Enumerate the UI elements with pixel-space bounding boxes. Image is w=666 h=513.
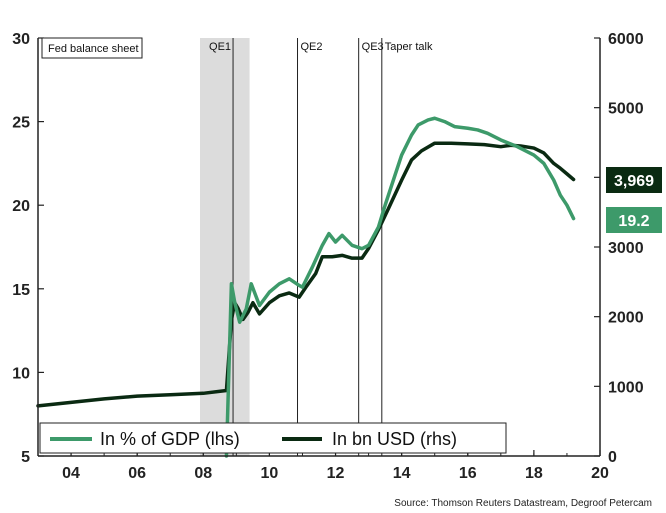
legend: In % of GDP (lhs) In bn USD (rhs) [39, 422, 507, 454]
event-label-0: QE1 [209, 41, 231, 53]
x-tick-label-4: 12 [327, 465, 345, 482]
legend-label-gdp: In % of GDP (lhs) [100, 429, 240, 449]
event-label-3: Taper talk [385, 41, 433, 53]
left-tick-label-3: 15 [12, 282, 30, 299]
right-tick-label-6: 0 [608, 449, 617, 466]
right-tick-label-5: 1000 [608, 379, 644, 396]
x-tick-label-0: 04 [62, 465, 80, 482]
event-label-2: QE3 [362, 41, 384, 53]
chart-title-box [41, 37, 143, 59]
series-line-gdp [224, 116, 576, 458]
end-value-usd: 3,969 [614, 173, 654, 190]
x-tick-label-3: 10 [261, 465, 279, 482]
end-value-badge-gdp [606, 207, 662, 233]
qe1-shaded-period [199, 38, 250, 456]
right-tick-label-1: 5000 [608, 101, 644, 118]
left-tick-label-5: 5 [21, 449, 30, 466]
x-tick-label-5: 14 [393, 465, 411, 482]
end-value-gdp: 19.2 [618, 213, 649, 230]
left-tick-label-1: 25 [12, 115, 30, 132]
x-tick-label-8: 20 [591, 465, 609, 482]
x-axis-ticks: 04 06 08 10 12 14 16 18 20 [37, 450, 609, 482]
right-tick-label-3: 3000 [608, 240, 644, 257]
left-tick-label-2: 20 [12, 198, 30, 215]
x-tick-label-2: 08 [194, 465, 212, 482]
right-tick-label-0: 6000 [608, 31, 644, 48]
right-axis-ticks: 6000500040003000200010000 [594, 31, 644, 466]
legend-label-usd: In bn USD (rhs) [332, 429, 457, 449]
series-line-usd [36, 141, 576, 408]
x-tick-label-6: 16 [459, 465, 477, 482]
right-tick-label-4: 2000 [608, 310, 644, 327]
left-tick-label-0: 30 [12, 31, 30, 48]
source-note: Source: Thomson Reuters Datastream, Degr… [394, 498, 652, 509]
left-tick-label-4: 10 [12, 365, 30, 382]
x-tick-label-7: 18 [525, 465, 543, 482]
left-axis-ticks: 30 25 20 15 10 5 [12, 31, 44, 466]
end-value-badge-usd [606, 167, 662, 193]
chart-title: Fed balance sheet [48, 43, 139, 55]
event-label-1: QE2 [301, 41, 323, 53]
event-markers: QE1 QE2 QE3 Taper talk [209, 38, 433, 456]
legend-box [39, 422, 507, 454]
x-tick-label-1: 06 [128, 465, 146, 482]
